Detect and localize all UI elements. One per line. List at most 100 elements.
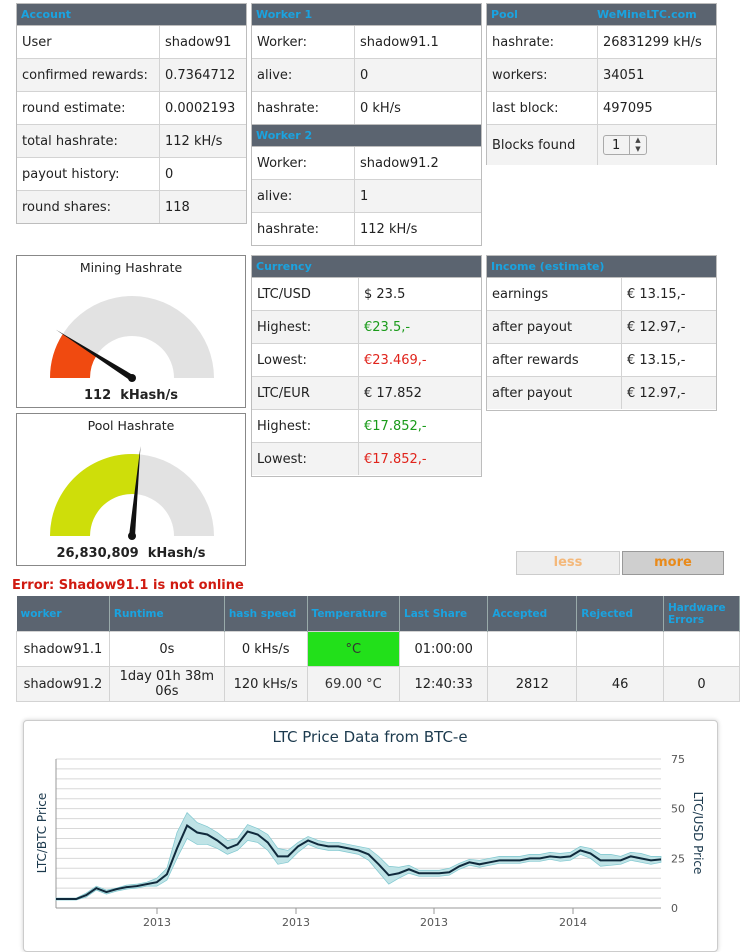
worker2-label: hashrate: [252, 212, 355, 245]
pool-row: hashrate: 26831299 kH/s [487, 26, 716, 59]
gauge-needle-pivot [128, 532, 136, 540]
account-table: User shadow91 confirmed rewards: 0.7364712 r… [17, 26, 246, 223]
column-header[interactable]: Last Share [399, 596, 489, 632]
account-label: round shares: [17, 190, 160, 223]
blocks-found-value: 1 [612, 138, 621, 153]
table-cell: 69.00 °C [306, 666, 401, 702]
pool-blocks-row: Blocks found 1 ▲ ▼ [487, 124, 716, 165]
worker2-header-label: Worker 2 [256, 129, 313, 142]
table-cell: 2812 [487, 666, 578, 702]
error-message: Error: Shadow91.1 is not online [12, 578, 244, 593]
account-label: User [17, 26, 160, 59]
currency-label: Lowest: [252, 442, 359, 475]
worker2-header: Worker 2 [252, 125, 481, 147]
account-row: round shares: 118 [17, 190, 246, 223]
x-tick-label: 2013 [282, 916, 310, 929]
account-value: 118 [159, 190, 246, 223]
gauge-needle [56, 329, 134, 381]
price-chart-svg: LTC Price Data from BTC-e 75 50 25 0 2013 2013… [35, 728, 705, 929]
mining-gauge-value: 112 [84, 388, 112, 403]
table-row: shadow91.2 1day 01h 38m 06s 120 kHs/s 69.00… [16, 666, 740, 702]
currency-header: Currency [252, 256, 481, 278]
y2-tick-label: 0 [671, 902, 678, 915]
income-value: € 13.15,- [621, 343, 716, 377]
currency-value: $ 23.5 [364, 286, 406, 302]
currency-value: €23.5,- [358, 310, 481, 344]
currency-label: LTC/EUR [252, 376, 359, 410]
pool-header-label: Pool [491, 8, 518, 21]
column-header[interactable]: worker [16, 596, 110, 632]
chart-title: LTC Price Data from BTC-e [272, 728, 467, 746]
income-table: earnings € 13.15,- after payout € 12.97,- af… [487, 278, 716, 409]
worker1-label: Worker: [252, 26, 355, 59]
stepper-arrows-icon[interactable]: ▲ ▼ [629, 136, 646, 154]
currency-panel: Currency LTC/USD $ 23.5 Highest: €23.5,- Low… [251, 255, 482, 477]
account-value: shadow91 [165, 34, 232, 50]
income-row: after payout € 12.97,- [487, 376, 716, 409]
account-row: total hashrate: 112 kH/s [17, 124, 246, 158]
income-label: after rewards [487, 343, 622, 377]
worker2-row: hashrate: 112 kH/s [252, 212, 481, 245]
blocks-found-stepper[interactable]: 1 ▲ ▼ [603, 135, 647, 155]
account-value: 112 kH/s [159, 124, 246, 158]
income-label: after payout [487, 376, 622, 409]
account-label: round estimate: [17, 91, 160, 125]
worker1-row: alive: 0 [252, 58, 481, 92]
less-button[interactable]: less [516, 551, 620, 575]
table-cell: 0 [662, 666, 740, 702]
pool-gauge-dial [50, 446, 214, 540]
worker1-panel: Worker 1 Worker: shadow91.1 alive: 0 hashrat… [251, 3, 482, 125]
mining-gauge-title: Mining Hashrate [79, 260, 183, 275]
currency-row: Lowest: €17.852,- [252, 442, 481, 475]
pool-gauge-readout: 26,830,809 kHash/s [17, 546, 245, 561]
currency-value: €17.852,- [358, 409, 481, 443]
income-header-label: Income (estimate) [491, 260, 605, 273]
income-row: after payout € 12.97,- [487, 310, 716, 344]
currency-label: Highest: [252, 409, 359, 443]
column-header[interactable]: hash speed [224, 596, 308, 632]
pool-label: hashrate: [487, 26, 598, 59]
pool-site-link[interactable]: WeMineLTC.com [597, 8, 697, 21]
worker1-label: hashrate: [252, 91, 355, 124]
column-header[interactable]: Hardware Errors [663, 596, 740, 632]
account-header-label: Account [21, 8, 72, 21]
pool-value: 497095 [597, 91, 716, 125]
pool-value: 34051 [597, 58, 716, 92]
more-button[interactable]: more [622, 551, 724, 575]
column-header[interactable]: Rejected [576, 596, 664, 632]
column-header[interactable]: Runtime [109, 596, 225, 632]
income-row: earnings € 13.15,- [487, 278, 716, 311]
gauge-fill [50, 334, 97, 378]
pool-panel: Pool WeMineLTC.com hashrate: 26831299 kH/s… [486, 3, 717, 165]
currency-label: Highest: [252, 310, 359, 344]
worker1-header: Worker 1 [252, 4, 481, 26]
table-cell: °C [306, 631, 401, 667]
table-cell [662, 631, 740, 667]
income-value: € 12.97,- [621, 310, 716, 344]
column-header[interactable]: Temperature [307, 596, 401, 632]
account-label: payout history: [17, 157, 160, 191]
price-line [56, 824, 662, 901]
income-panel: Income (estimate) earnings € 13.15,- after… [486, 255, 717, 411]
price-chart: LTC Price Data from BTC-e 75 50 25 0 2013 2013… [23, 720, 718, 952]
account-header: Account [17, 4, 246, 26]
column-header[interactable]: Accepted [487, 596, 578, 632]
table-cell: 01:00:00 [398, 631, 489, 667]
currency-header-label: Currency [256, 260, 312, 273]
pool-row: last block: 497095 [487, 91, 716, 125]
worker1-row: Worker: shadow91.1 [252, 26, 481, 59]
blocks-found-cell: 1 ▲ ▼ [597, 124, 716, 165]
worker2-value: 1 [354, 179, 481, 213]
currency-value: € 17.852 [358, 376, 481, 410]
worker1-value: shadow91.1 [360, 34, 439, 50]
pool-label: last block: [487, 91, 598, 125]
pool-gauge-unit: kHash/s [147, 546, 206, 561]
table-cell: 1day 01h 38m 06s [108, 666, 225, 702]
x-tick-label: 2013 [143, 916, 171, 929]
pool-value: 26831299 kH/s [603, 34, 702, 50]
income-value: € 12.97,- [621, 376, 716, 409]
account-row: round estimate: 0.0002193 [17, 91, 246, 125]
pool-hashrate-gauge: Pool Hashrate 26,830,809 kHash/s [16, 413, 246, 566]
currency-row: Lowest: €23.469,- [252, 343, 481, 377]
currency-row: LTC/EUR € 17.852 [252, 376, 481, 410]
